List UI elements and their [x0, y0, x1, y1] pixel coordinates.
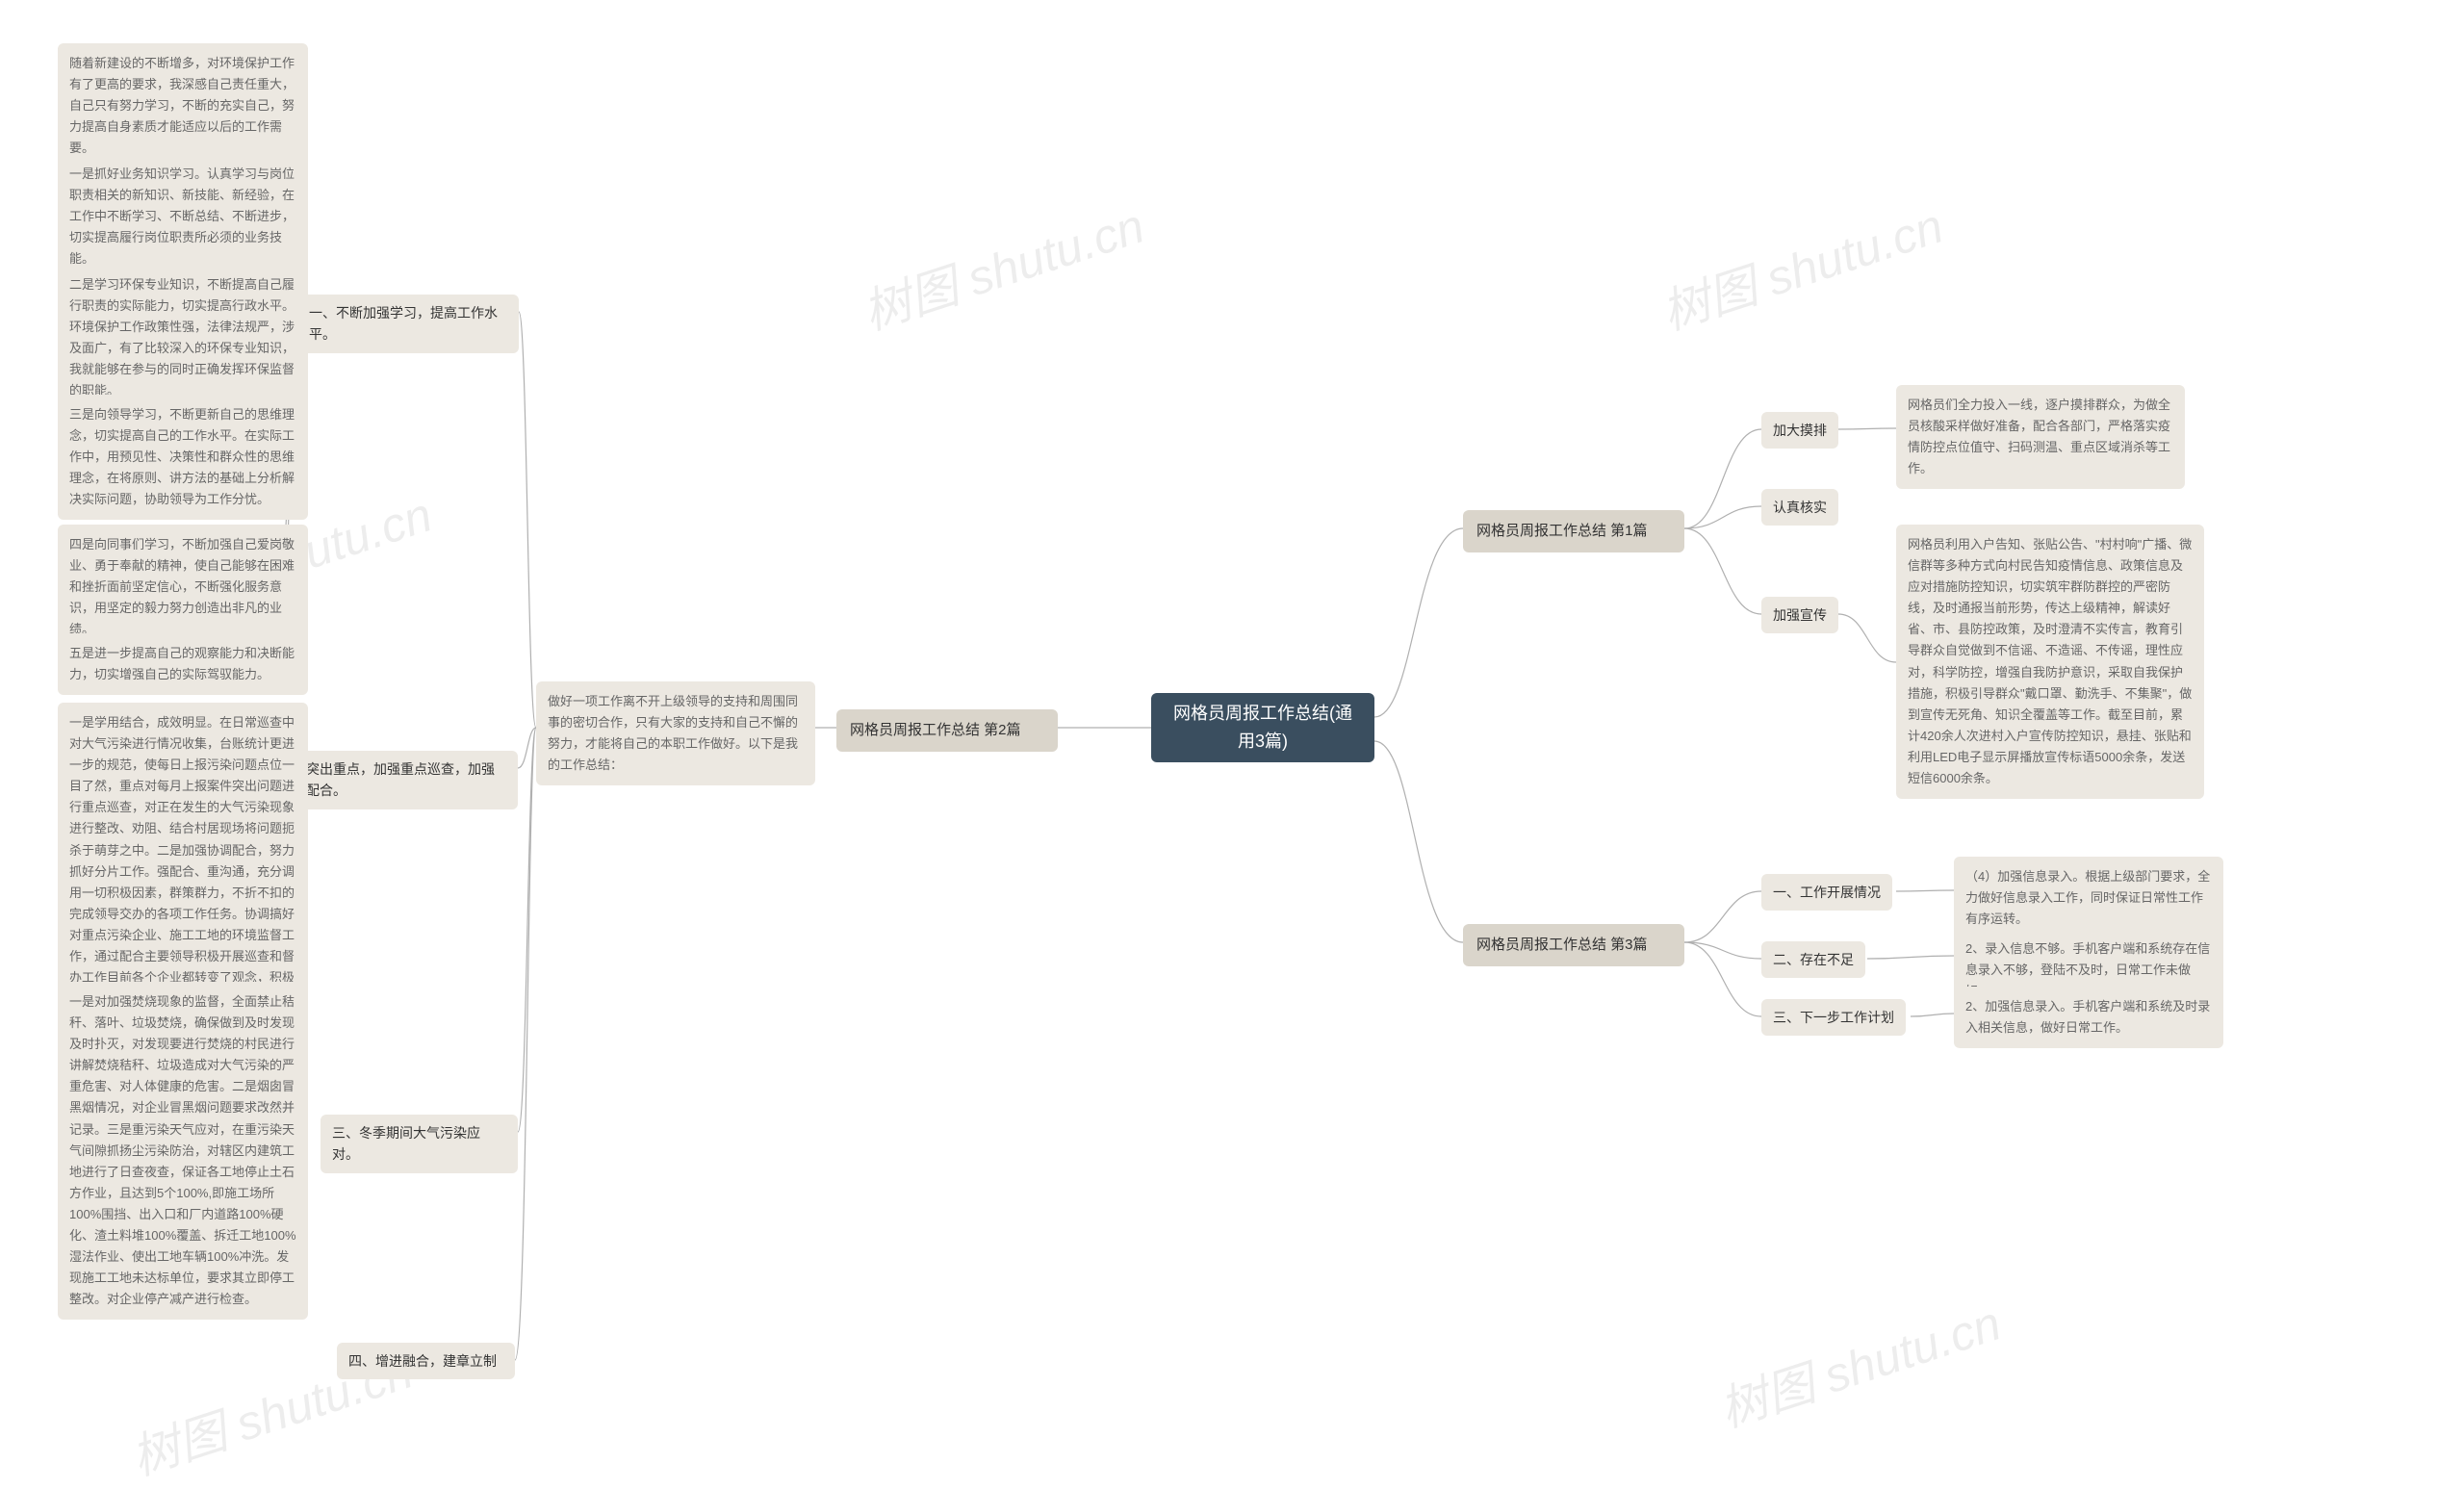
- mindmap-root[interactable]: 网格员周报工作总结(通用3篇): [1151, 693, 1374, 762]
- label-part2-sec2[interactable]: 三、冬季期间大气污染应对。: [321, 1115, 518, 1173]
- leaf-part3-item2: 2、加强信息录入。手机客户端和系统及时录入相关信息，做好日常工作。: [1954, 987, 2223, 1048]
- leaf-part2-sec0-4: 四是向同事们学习，不断加强自己爱岗敬业、勇于奉献的精神，使自己能够在困难和挫折面…: [58, 525, 308, 650]
- leaf-part2-sec0-2: 二是学习环保专业知识，不断提高自己履行职责的实际能力，切实提高行政水平。环境保护…: [58, 265, 308, 412]
- leaf-part2-sec0-5: 五是进一步提高自己的观察能力和决断能力，切实增强自己的实际驾驭能力。: [58, 633, 308, 695]
- section-part1[interactable]: 网格员周报工作总结 第1篇: [1463, 510, 1684, 552]
- leaf-part2-sec0-3: 三是向领导学习，不断更新自己的思维理念，切实提高自己的工作水平。在实际工作中，用…: [58, 395, 308, 520]
- label-part3-item1[interactable]: 二、存在不足: [1761, 941, 1865, 978]
- leaf-part2-sec1-0: 一是学用结合，成效明显。在日常巡查中对大气污染进行情况收集，台账统计更进一步的规…: [58, 703, 308, 1019]
- label-part3-item0[interactable]: 一、工作开展情况: [1761, 874, 1892, 911]
- label-part3-item2[interactable]: 三、下一步工作计划: [1761, 999, 1906, 1036]
- leaf-part3-item0: （4）加强信息录入。根据上级部门要求，全力做好信息录入工作，同时保证日常性工作有…: [1954, 857, 2223, 939]
- watermark: 树图 shutu.cn: [853, 188, 1151, 344]
- leaf-part1-item0: 网格员们全力投入一线，逐户摸排群众，为做全员核酸采样做好准备，配合各部门，严格落…: [1896, 385, 2185, 489]
- label-part1-item2[interactable]: 加强宣传: [1761, 597, 1838, 633]
- label-part1-item1[interactable]: 认真核实: [1761, 489, 1838, 526]
- label-part2-sec3[interactable]: 四、增进融合，建章立制: [337, 1343, 515, 1379]
- leaf-part1-item2: 网格员利用入户告知、张贴公告、"村村响"广播、微信群等多种方式向村民告知疫情信息…: [1896, 525, 2204, 799]
- leaf-part2-sec2-0: 一是对加强焚烧现象的监督，全面禁止秸秆、落叶、垃圾焚烧，确保做到及时发现及时扑灭…: [58, 982, 308, 1320]
- leaf-part2-sec0-1: 一是抓好业务知识学习。认真学习与岗位职责相关的新知识、新技能、新经验，在工作中不…: [58, 154, 308, 279]
- section-part2[interactable]: 网格员周报工作总结 第2篇: [836, 709, 1058, 752]
- watermark: 树图 shutu.cn: [1709, 1285, 2008, 1441]
- label-part2-sec0[interactable]: 一、不断加强学习，提高工作水平。: [297, 295, 519, 353]
- intro-part2: 做好一项工作离不开上级领导的支持和周围同事的密切合作，只有大家的支持和自己不懈的…: [536, 681, 815, 785]
- leaf-part2-sec0-0: 随着新建设的不断增多，对环境保护工作有了更高的要求，我深感自己责任重大，自己只有…: [58, 43, 308, 168]
- section-part3[interactable]: 网格员周报工作总结 第3篇: [1463, 924, 1684, 966]
- watermark: 树图 shutu.cn: [1652, 188, 1950, 344]
- label-part1-item0[interactable]: 加大摸排: [1761, 412, 1838, 449]
